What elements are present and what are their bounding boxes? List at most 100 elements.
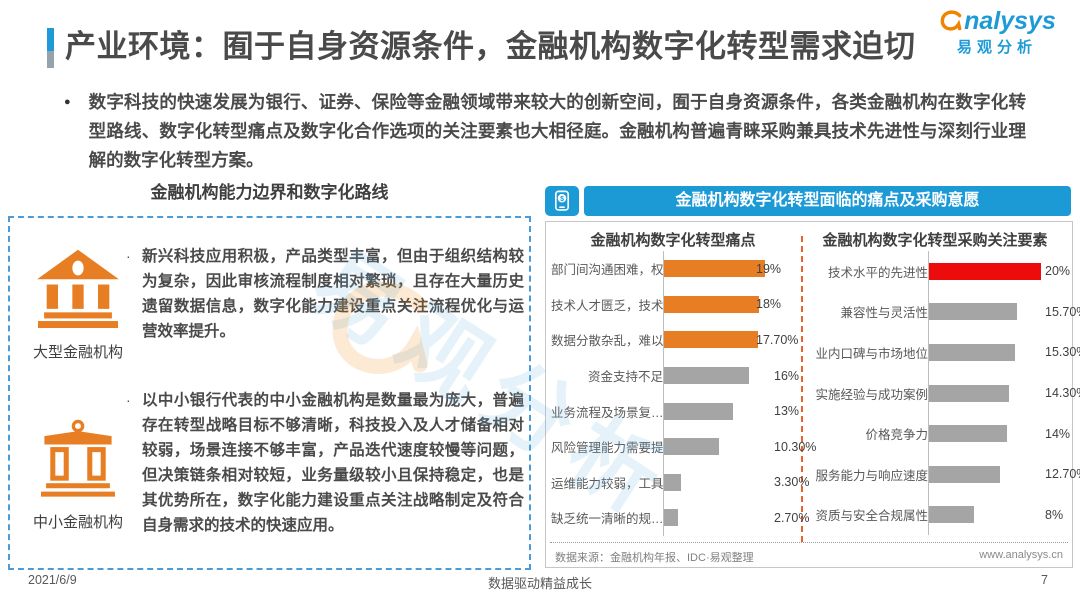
- small-institution-text: 以中小银行代表的中小金融机构是数量最为庞大，普遍存在转型战略目标不够清晰，科技投…: [142, 392, 524, 534]
- small-institution-block: 中小金融机构: [24, 418, 132, 532]
- pain-points-chart: 部门间沟通困难，权… 19% 技术人才匮乏，技术… 18% 数据分散杂乱，难以… 17.7…: [551, 251, 816, 536]
- right-section-banner: 金融机构数字化转型面临的痛点及采购意愿: [584, 186, 1071, 216]
- chart-row: 兼容性与灵活性 15.70%: [808, 291, 1080, 333]
- large-institution-block: 大型金融机构: [24, 248, 132, 362]
- bar-track: [663, 322, 770, 358]
- bar-track: [928, 494, 1041, 536]
- category-label: 业务流程及场景复…: [551, 405, 664, 420]
- svg-text:$: $: [560, 196, 564, 203]
- chart-row: 业务流程及场景复… 13%: [551, 393, 799, 429]
- bar: [664, 402, 733, 420]
- value-label: 10.30%: [774, 439, 817, 454]
- logo-text-en: nalysys: [964, 7, 1056, 35]
- large-institution-text: 新兴科技应用积极，产品类型丰富，但由于组织结构较为复杂，因此审核流程制度相对繁琐…: [142, 248, 524, 340]
- value-label: 3.30%: [774, 475, 810, 490]
- large-institution-description: · 新兴科技应用积极，产品类型丰富，但由于组织结构较为复杂，因此审核流程制度相对…: [126, 244, 524, 344]
- bullet-icon: ●: [64, 96, 71, 108]
- bar: [664, 473, 682, 491]
- page-title: 产业环境：囿于自身资源条件，金融机构数字化转型需求迫切: [65, 29, 916, 64]
- chart-row: 风险管理能力需要提高 10.30%: [551, 428, 816, 465]
- value-label: 2.70%: [774, 510, 810, 525]
- category-label: 资质与安全合规属性: [815, 509, 928, 524]
- value-label: 12.70%: [1045, 467, 1080, 482]
- category-label: 服务能力与响应速度: [815, 468, 928, 483]
- summary-paragraph: ● 数字科技的快速发展为银行、证券、保险等金融领域带来较大的创新空间，囿于自身资…: [64, 88, 1026, 175]
- bar-track: [928, 251, 1041, 292]
- category-label: 资金支持不足: [587, 370, 663, 385]
- category-label: 价格竞争力: [865, 428, 928, 443]
- bar: [929, 506, 974, 524]
- category-label: 技术人才匮乏，技术…: [551, 298, 677, 313]
- bar-track: [663, 428, 770, 465]
- bar: [929, 465, 1001, 483]
- footer-date: 2021/6/9: [28, 573, 77, 587]
- bar-track: [663, 251, 770, 287]
- value-label: 15.70%: [1045, 304, 1080, 319]
- page-header: 产业环境：囿于自身资源条件，金融机构数字化转型需求迫切: [47, 26, 916, 68]
- chart-row: 资金支持不足 16%: [551, 357, 800, 394]
- bar: [664, 295, 760, 313]
- pain-points-chart-title: 金融机构数字化转型痛点: [590, 232, 756, 249]
- small-institution-label: 中小金融机构: [32, 514, 123, 531]
- value-label: 14%: [1045, 426, 1071, 441]
- bar: [664, 509, 679, 527]
- source-divider: [550, 542, 1068, 543]
- chart-row: 业内口碑与市场地位 15.30%: [808, 332, 1080, 373]
- chart-row: 技术人才匮乏，技术… 18%: [551, 286, 799, 323]
- bar-track: [928, 291, 1041, 333]
- charts-panel: 金融机构数字化转型痛点 金融机构数字化转型采购关注要素 部门间沟通困难，权… 19…: [545, 221, 1080, 568]
- bar-track: [928, 413, 1041, 454]
- summary-text: 数字科技的快速发展为银行、证券、保险等金融领域带来较大的创新空间，囿于自身资源条…: [88, 92, 1026, 170]
- bar: [664, 438, 719, 456]
- small-institution-description: · 以中小银行代表的中小金融机构是数量最为庞大，普遍存在转型战略目标不够清晰，科…: [126, 388, 524, 538]
- bar: [664, 260, 765, 278]
- footer-slogan: 数据驱动精益成长: [487, 576, 592, 591]
- value-label: 19%: [756, 261, 782, 276]
- bar: [929, 384, 1010, 402]
- bar: [929, 425, 1008, 443]
- value-label: 18%: [756, 297, 782, 312]
- value-label: 13%: [774, 404, 800, 419]
- website-link[interactable]: www.analysys.cn: [979, 549, 1063, 561]
- chart-row: 价格竞争力 14%: [808, 413, 1071, 454]
- mini-bullet-icon: ·: [126, 248, 131, 264]
- mini-bullet-icon: ·: [126, 392, 131, 408]
- category-label: 部门间沟通困难，权…: [551, 263, 677, 278]
- value-label: 16%: [774, 368, 800, 383]
- category-label: 业内口碑与市场地位: [815, 346, 928, 361]
- chart-row: 服务能力与响应速度 12.70%: [808, 453, 1080, 495]
- bar-track: [928, 332, 1041, 373]
- bar: [664, 331, 758, 349]
- value-label: 15.30%: [1045, 345, 1080, 360]
- footer-page-number: 7: [1041, 573, 1048, 587]
- bank-outline-icon: [41, 419, 115, 497]
- value-label: 14.30%: [1045, 386, 1080, 401]
- category-label: 运维能力较弱，工具…: [551, 476, 677, 491]
- purchase-factors-chart: 技术水平的先进性 20% 兼容性与灵活性 15.70% 业内口碑与市场地位 15.30% 实…: [808, 251, 1080, 536]
- purchase-factors-chart-title: 金融机构数字化转型采购关注要素: [822, 232, 1048, 249]
- bank-solid-icon: [37, 249, 119, 328]
- value-label: 20%: [1045, 264, 1071, 279]
- mobile-payment-icon: $: [554, 190, 570, 211]
- category-label: 数据分散杂乱，难以…: [551, 334, 677, 349]
- bar: [929, 343, 1015, 361]
- left-section-title: 金融机构能力边界和数字化路线: [150, 183, 389, 202]
- data-source-note: 数据来源：金融机构年报、IDC·易观整理: [555, 552, 754, 564]
- chart-row: 数据分散杂乱，难以… 17.70%: [551, 322, 799, 358]
- logo-wordmark: nalysys: [928, 8, 1066, 34]
- bar-track: [663, 500, 770, 536]
- bar-track: [663, 393, 770, 429]
- chart-row: 部门间沟通困难，权… 19%: [551, 251, 799, 287]
- bar-track: [663, 357, 770, 394]
- chart-row: 运维能力较弱，工具… 3.30%: [551, 464, 809, 501]
- category-label: 兼容性与灵活性: [840, 306, 928, 321]
- charts-divider: [801, 236, 803, 542]
- capability-panel: 大型金融机构 · 新兴科技应用积极，产品类型丰富，但由于组织结构较为复杂，因此审…: [8, 216, 531, 570]
- category-label: 风险管理能力需要提高: [551, 441, 677, 456]
- analysys-logo: nalysys 易观分析: [928, 8, 1066, 57]
- category-label: 技术水平的先进性: [827, 265, 928, 280]
- logo-text-cn: 易观分析: [956, 39, 1037, 56]
- bar-track: [928, 453, 1041, 495]
- large-institution-label: 大型金融机构: [32, 344, 123, 361]
- value-label: 17.70%: [756, 332, 799, 347]
